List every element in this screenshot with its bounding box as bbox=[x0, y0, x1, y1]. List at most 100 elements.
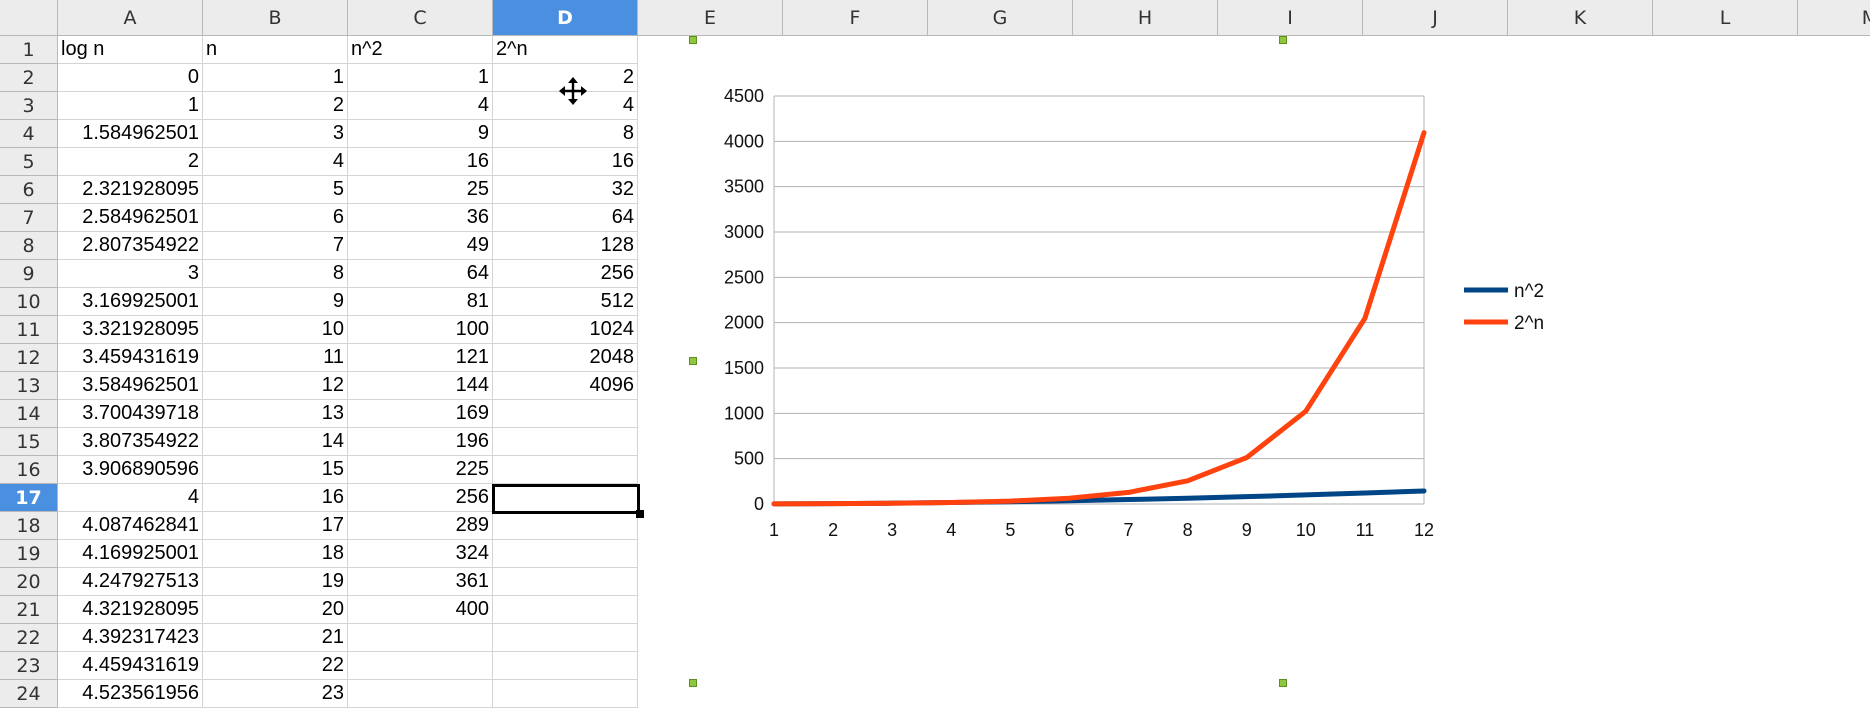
cell-A2[interactable]: 0 bbox=[58, 64, 203, 92]
cell-C9[interactable]: 64 bbox=[348, 260, 493, 288]
cell-D11[interactable]: 1024 bbox=[493, 316, 638, 344]
cell-C11[interactable]: 100 bbox=[348, 316, 493, 344]
cell-D1[interactable]: 2^n bbox=[493, 36, 638, 64]
cell-C1[interactable]: n^2 bbox=[348, 36, 493, 64]
cell-D12[interactable]: 2048 bbox=[493, 344, 638, 372]
row-header-6[interactable]: 6 bbox=[0, 176, 58, 204]
cell-A3[interactable]: 1 bbox=[58, 92, 203, 120]
fill-handle[interactable] bbox=[636, 510, 644, 518]
column-header-J[interactable]: J bbox=[1363, 0, 1508, 36]
column-header-L[interactable]: L bbox=[1653, 0, 1798, 36]
cell-D6[interactable]: 32 bbox=[493, 176, 638, 204]
cell-B18[interactable]: 17 bbox=[203, 512, 348, 540]
cell-A8[interactable]: 2.807354922 bbox=[58, 232, 203, 260]
cell-A23[interactable]: 4.459431619 bbox=[58, 652, 203, 680]
cell-C22[interactable] bbox=[348, 624, 493, 652]
cell-C7[interactable]: 36 bbox=[348, 204, 493, 232]
column-header-H[interactable]: H bbox=[1073, 0, 1218, 36]
chart-resize-handle-bottom-center[interactable] bbox=[1279, 679, 1287, 687]
column-header-K[interactable]: K bbox=[1508, 0, 1653, 36]
chart-resize-handle-top-center[interactable] bbox=[1279, 36, 1287, 44]
cell-B2[interactable]: 1 bbox=[203, 64, 348, 92]
row-header-22[interactable]: 22 bbox=[0, 624, 58, 652]
cell-C15[interactable]: 196 bbox=[348, 428, 493, 456]
cell-B12[interactable]: 11 bbox=[203, 344, 348, 372]
row-header-7[interactable]: 7 bbox=[0, 204, 58, 232]
cell-D22[interactable] bbox=[493, 624, 638, 652]
cell-B24[interactable]: 23 bbox=[203, 680, 348, 708]
cell-A6[interactable]: 2.321928095 bbox=[58, 176, 203, 204]
cell-C19[interactable]: 324 bbox=[348, 540, 493, 568]
cell-C5[interactable]: 16 bbox=[348, 148, 493, 176]
cell-C4[interactable]: 9 bbox=[348, 120, 493, 148]
select-all-corner[interactable] bbox=[0, 0, 58, 36]
cell-A21[interactable]: 4.321928095 bbox=[58, 596, 203, 624]
row-header-18[interactable]: 18 bbox=[0, 512, 58, 540]
row-header-13[interactable]: 13 bbox=[0, 372, 58, 400]
cell-C21[interactable]: 400 bbox=[348, 596, 493, 624]
row-header-19[interactable]: 19 bbox=[0, 540, 58, 568]
column-header-B[interactable]: B bbox=[203, 0, 348, 36]
cell-C6[interactable]: 25 bbox=[348, 176, 493, 204]
cell-A24[interactable]: 4.523561956 bbox=[58, 680, 203, 708]
cell-A22[interactable]: 4.392317423 bbox=[58, 624, 203, 652]
cell-D23[interactable] bbox=[493, 652, 638, 680]
row-header-10[interactable]: 10 bbox=[0, 288, 58, 316]
row-header-4[interactable]: 4 bbox=[0, 120, 58, 148]
cell-D16[interactable] bbox=[493, 456, 638, 484]
column-header-G[interactable]: G bbox=[928, 0, 1073, 36]
cell-C8[interactable]: 49 bbox=[348, 232, 493, 260]
row-header-16[interactable]: 16 bbox=[0, 456, 58, 484]
chart-resize-handle-middle-left[interactable] bbox=[689, 357, 697, 365]
cell-D14[interactable] bbox=[493, 400, 638, 428]
cell-A7[interactable]: 2.584962501 bbox=[58, 204, 203, 232]
cell-A11[interactable]: 3.321928095 bbox=[58, 316, 203, 344]
column-header-F[interactable]: F bbox=[783, 0, 928, 36]
cell-A14[interactable]: 3.700439718 bbox=[58, 400, 203, 428]
column-header-E[interactable]: E bbox=[638, 0, 783, 36]
row-header-5[interactable]: 5 bbox=[0, 148, 58, 176]
column-header-I[interactable]: I bbox=[1218, 0, 1363, 36]
row-header-20[interactable]: 20 bbox=[0, 568, 58, 596]
cell-B11[interactable]: 10 bbox=[203, 316, 348, 344]
cell-A19[interactable]: 4.169925001 bbox=[58, 540, 203, 568]
cell-C23[interactable] bbox=[348, 652, 493, 680]
cell-B14[interactable]: 13 bbox=[203, 400, 348, 428]
cell-C24[interactable] bbox=[348, 680, 493, 708]
cell-D5[interactable]: 16 bbox=[493, 148, 638, 176]
cell-D21[interactable] bbox=[493, 596, 638, 624]
cell-C18[interactable]: 289 bbox=[348, 512, 493, 540]
row-header-15[interactable]: 15 bbox=[0, 428, 58, 456]
row-header-11[interactable]: 11 bbox=[0, 316, 58, 344]
cell-B19[interactable]: 18 bbox=[203, 540, 348, 568]
cell-D8[interactable]: 128 bbox=[493, 232, 638, 260]
row-header-21[interactable]: 21 bbox=[0, 596, 58, 624]
cell-D4[interactable]: 8 bbox=[493, 120, 638, 148]
cell-C14[interactable]: 169 bbox=[348, 400, 493, 428]
row-header-3[interactable]: 3 bbox=[0, 92, 58, 120]
row-header-8[interactable]: 8 bbox=[0, 232, 58, 260]
cell-B17[interactable]: 16 bbox=[203, 484, 348, 512]
column-header-M[interactable]: M bbox=[1798, 0, 1870, 36]
cell-C2[interactable]: 1 bbox=[348, 64, 493, 92]
cell-D20[interactable] bbox=[493, 568, 638, 596]
cell-A15[interactable]: 3.807354922 bbox=[58, 428, 203, 456]
row-header-14[interactable]: 14 bbox=[0, 400, 58, 428]
cell-A18[interactable]: 4.087462841 bbox=[58, 512, 203, 540]
row-header-23[interactable]: 23 bbox=[0, 652, 58, 680]
cell-A1[interactable]: log n bbox=[58, 36, 203, 64]
row-header-12[interactable]: 12 bbox=[0, 344, 58, 372]
cell-A4[interactable]: 1.584962501 bbox=[58, 120, 203, 148]
selected-cell-D17[interactable] bbox=[492, 484, 640, 514]
row-header-2[interactable]: 2 bbox=[0, 64, 58, 92]
cell-B23[interactable]: 22 bbox=[203, 652, 348, 680]
cell-D24[interactable] bbox=[493, 680, 638, 708]
cell-B7[interactable]: 6 bbox=[203, 204, 348, 232]
cell-B1[interactable]: n bbox=[203, 36, 348, 64]
cell-B20[interactable]: 19 bbox=[203, 568, 348, 596]
cell-C12[interactable]: 121 bbox=[348, 344, 493, 372]
cell-D7[interactable]: 64 bbox=[493, 204, 638, 232]
cell-D19[interactable] bbox=[493, 540, 638, 568]
cell-D13[interactable]: 4096 bbox=[493, 372, 638, 400]
cell-B4[interactable]: 3 bbox=[203, 120, 348, 148]
